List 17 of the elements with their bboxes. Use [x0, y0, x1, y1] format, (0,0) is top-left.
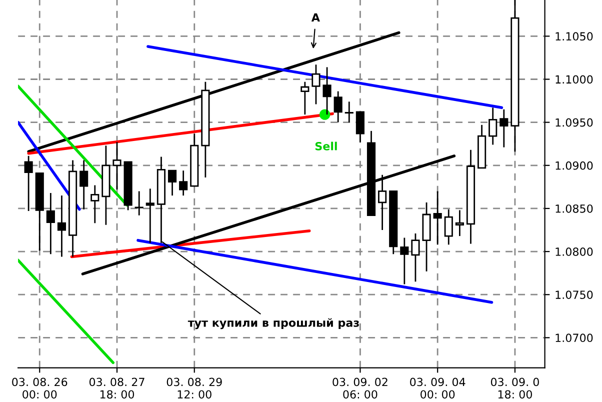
x-tick-label: 03. 09. 04 00: 00 — [410, 378, 466, 399]
y-tick-label: 1.0700 — [556, 334, 593, 342]
x-tick-label: 03. 09. 02 06: 00 — [332, 378, 388, 399]
y-tick-label: 1.0900 — [556, 161, 593, 170]
y-tick-label: 1.0800 — [556, 248, 593, 256]
x-tick-label: 03. 08. 26 00: 00 — [12, 378, 68, 399]
x-tick-label: 03. 08. 27 18: 00 — [89, 378, 144, 399]
y-tick-label: 1.0950 — [556, 118, 593, 127]
x-tick-label: 03. 08. 29 12: 00 — [166, 378, 222, 399]
annotation: A — [311, 13, 320, 22]
y-tick-label: 1.0750 — [556, 290, 593, 299]
annotation: тут купили в прошлый раз — [188, 318, 359, 330]
x-tick-label: 03. 09. 0 18: 00 — [490, 378, 539, 399]
annotation: Sell — [315, 142, 337, 150]
y-tick-label: 1.1050 — [556, 32, 593, 41]
y-tick-label: 1.0850 — [556, 204, 593, 213]
y-tick-label: 1.1000 — [556, 75, 593, 84]
